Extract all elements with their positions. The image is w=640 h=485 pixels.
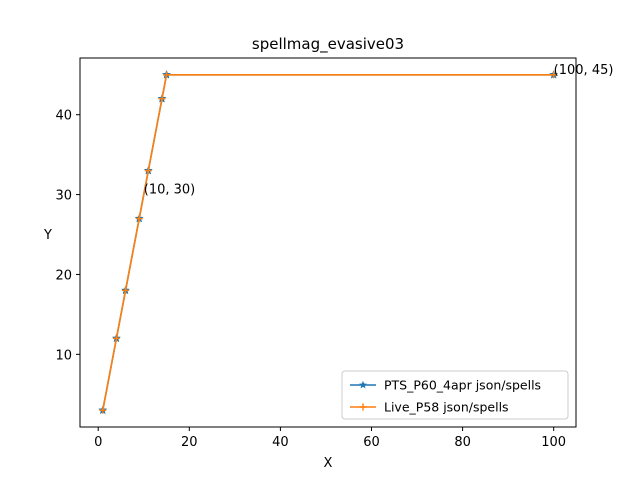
data-point — [112, 334, 120, 342]
legend-label: PTS_P60_4apr json/spells — [384, 378, 541, 393]
x-tick-label: 80 — [454, 435, 471, 450]
legend-box — [341, 370, 569, 420]
data-point — [163, 71, 171, 79]
y-tick-label: 40 — [55, 109, 72, 124]
plot-frame — [79, 57, 577, 428]
y-tick-label: 10 — [55, 348, 72, 363]
data-point — [550, 71, 558, 79]
plot-area: 0 20 40 60 80 100 10 20 30 40 (10, 30) (100, 45) PTS… — [55, 57, 614, 450]
y-axis-label: Y — [43, 228, 52, 243]
legend-label: Live_P58 json/spells — [384, 400, 509, 415]
legend-marker-star — [359, 380, 367, 389]
x-tick-label: 20 — [181, 435, 198, 450]
x-tick-label: 60 — [363, 435, 380, 450]
x-tick-label: 100 — [541, 435, 566, 450]
series-line-2 — [101, 73, 554, 411]
annotation: (10, 30) — [144, 183, 196, 198]
data-point — [158, 95, 166, 103]
y-tick-label: 20 — [55, 268, 72, 283]
data-point — [135, 215, 143, 223]
y-tick-label: 30 — [55, 189, 72, 204]
data-point — [122, 286, 130, 294]
chart-title: spellmag_evasive03 — [252, 35, 404, 54]
x-axis-label: X — [324, 456, 333, 471]
data-point — [99, 406, 107, 414]
x-tick-label: 0 — [94, 435, 102, 450]
x-tick-label: 40 — [272, 435, 289, 450]
legend-marker-plus — [359, 403, 367, 411]
data-point — [144, 167, 152, 175]
annotation: (100, 45) — [554, 63, 614, 78]
